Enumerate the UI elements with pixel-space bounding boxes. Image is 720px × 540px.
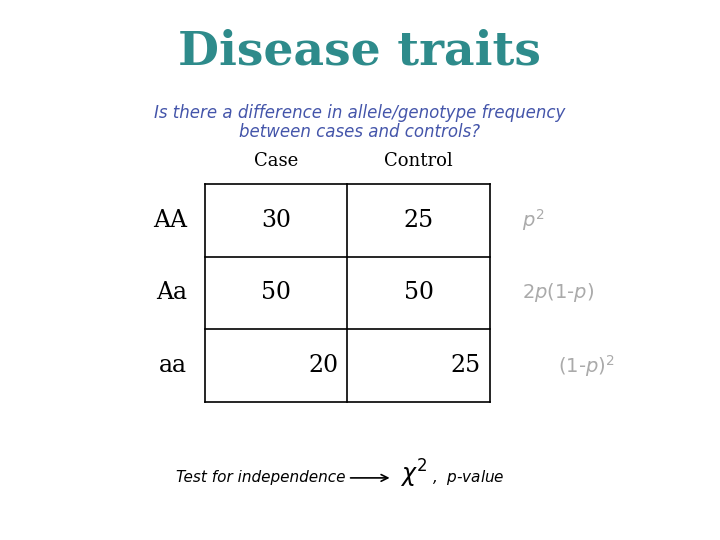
FancyArrowPatch shape (351, 475, 388, 481)
Text: Test for independence: Test for independence (176, 470, 346, 485)
Text: ,  $p$-value: , $p$-value (432, 468, 505, 488)
Text: 25: 25 (451, 354, 481, 377)
Text: 20: 20 (309, 354, 339, 377)
Text: Aa: Aa (156, 281, 187, 305)
Text: 50: 50 (403, 281, 433, 305)
Text: Is there a difference in allele/genotype frequency: Is there a difference in allele/genotype… (154, 104, 566, 123)
Text: $\chi^2$: $\chi^2$ (400, 457, 427, 490)
Text: between cases and controls?: between cases and controls? (240, 123, 480, 141)
Text: 25: 25 (403, 208, 433, 232)
Text: 50: 50 (261, 281, 292, 305)
Text: aa: aa (159, 354, 187, 377)
Text: AA: AA (153, 208, 187, 232)
Text: Case: Case (254, 152, 298, 170)
Text: Disease traits: Disease traits (179, 28, 541, 75)
Text: $p^2$: $p^2$ (522, 207, 544, 233)
Text: $(1\text{-}p)^2$: $(1\text{-}p)^2$ (558, 353, 614, 379)
Text: $2p(1\text{-}p)$: $2p(1\text{-}p)$ (522, 281, 594, 305)
Text: 30: 30 (261, 208, 292, 232)
Text: Control: Control (384, 152, 453, 170)
